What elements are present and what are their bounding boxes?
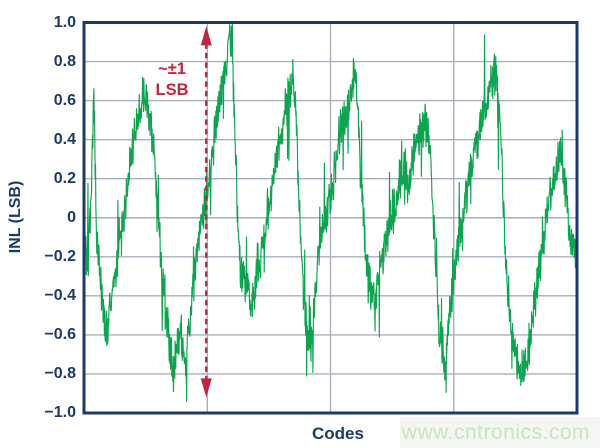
watermark-url-text: www.cntronics.com xyxy=(401,421,590,444)
watermark-background-band xyxy=(400,417,600,448)
lsb-arrow-head-up-icon xyxy=(200,26,212,46)
plot-border xyxy=(82,21,579,415)
x-axis-title: Codes xyxy=(312,424,364,443)
y-tick-label: 1.0 xyxy=(53,13,76,31)
y-tick-label: 0 xyxy=(67,208,76,226)
inl-trace-line xyxy=(83,21,578,402)
y-tick-label: 0.6 xyxy=(53,91,76,109)
y-tick-label: 0.2 xyxy=(53,169,76,187)
y-axis-title: INL (LSB) xyxy=(7,180,24,254)
lsb-arrow-head-down-icon xyxy=(200,378,212,398)
lsb-annotation-label: ~±1 LSB xyxy=(144,59,200,101)
y-tick-label: −0.8 xyxy=(44,364,76,382)
y-tick-label: 0.4 xyxy=(53,130,76,148)
lsb-annotation-line2: LSB xyxy=(155,81,189,99)
y-tick-label: −0.6 xyxy=(44,325,76,343)
lsb-annotation-line1: ~±1 xyxy=(158,60,186,78)
y-tick-label: −0.4 xyxy=(44,286,76,304)
y-tick-label: 0.8 xyxy=(53,52,76,70)
y-tick-label: −1.0 xyxy=(44,404,76,421)
y-tick-label: −0.2 xyxy=(44,247,76,265)
